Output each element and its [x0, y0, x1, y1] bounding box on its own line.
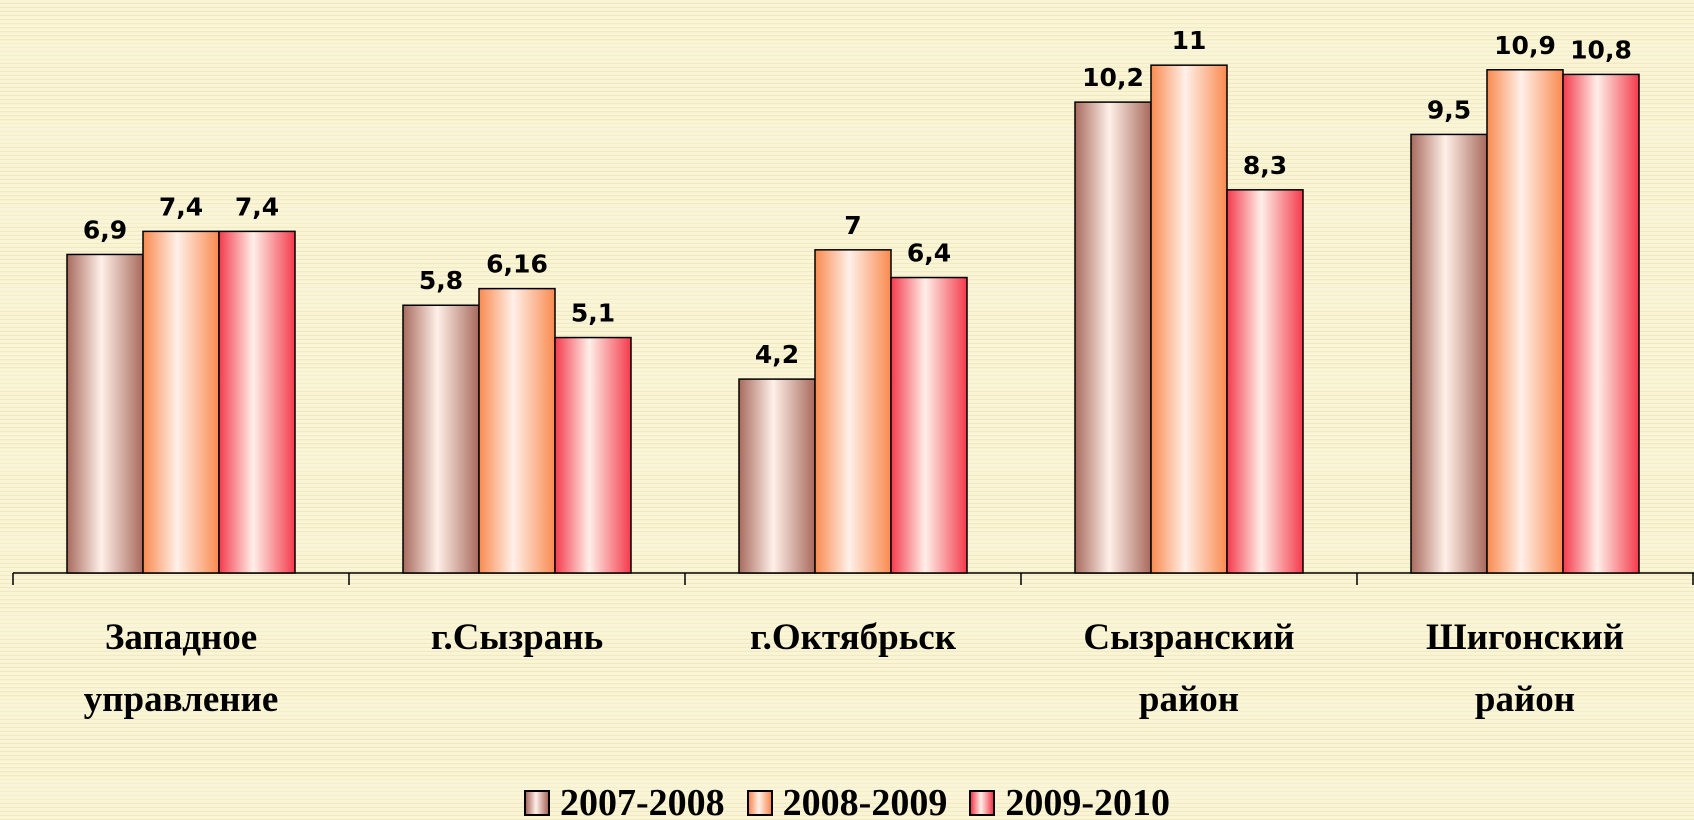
x-tick-label: Сызранский район	[1083, 617, 1295, 720]
legend-item: 2007-2008	[524, 780, 725, 820]
x-tick-label: г.Сызрань	[430, 617, 604, 658]
x-tick-label: г.Октябрьск	[749, 617, 957, 658]
legend-swatch	[969, 790, 996, 816]
bar	[1150, 64, 1228, 574]
legend-item: 2009-2010	[969, 780, 1170, 820]
bar	[814, 249, 892, 574]
legend-label: 2008-2009	[782, 782, 948, 820]
bar	[1410, 133, 1488, 574]
data-label: 10,2	[1082, 63, 1144, 92]
data-label: 9,5	[1427, 95, 1471, 124]
data-label: 6,9	[83, 215, 127, 244]
legend-label: 2009-2010	[1005, 782, 1170, 820]
data-label: 7,4	[235, 192, 279, 221]
bar	[218, 230, 296, 574]
data-label: 6,16	[486, 250, 548, 279]
data-label: 4,2	[755, 340, 799, 369]
bar	[554, 336, 632, 574]
data-label: 10,8	[1570, 35, 1632, 64]
data-label: 11	[1172, 26, 1207, 55]
data-label: 10,9	[1494, 31, 1556, 60]
bar	[478, 287, 556, 574]
data-label: 8,3	[1243, 151, 1287, 180]
x-tick-label: Шигонский район	[1425, 617, 1625, 720]
data-label: 5,8	[419, 266, 463, 295]
bar	[1226, 189, 1304, 574]
data-label: 5,1	[571, 299, 615, 328]
legend-item: 2008-2009	[746, 780, 948, 820]
legend: 2007-2008 2008-2009 2009-2010	[0, 780, 1694, 820]
data-label: 7	[844, 211, 861, 240]
data-label: 6,4	[907, 239, 951, 268]
x-tick-label: Западное управление	[83, 617, 279, 720]
legend-swatch	[746, 790, 773, 816]
bar	[1486, 69, 1564, 574]
data-label: 7,4	[159, 192, 203, 221]
legend-label: 2007-2008	[560, 782, 725, 820]
bar	[1074, 101, 1152, 574]
bar	[890, 276, 968, 574]
bar	[142, 230, 220, 574]
bar	[66, 253, 144, 574]
bar	[402, 304, 480, 574]
bar	[738, 378, 816, 574]
bar	[1562, 73, 1640, 574]
legend-swatch	[524, 790, 551, 816]
